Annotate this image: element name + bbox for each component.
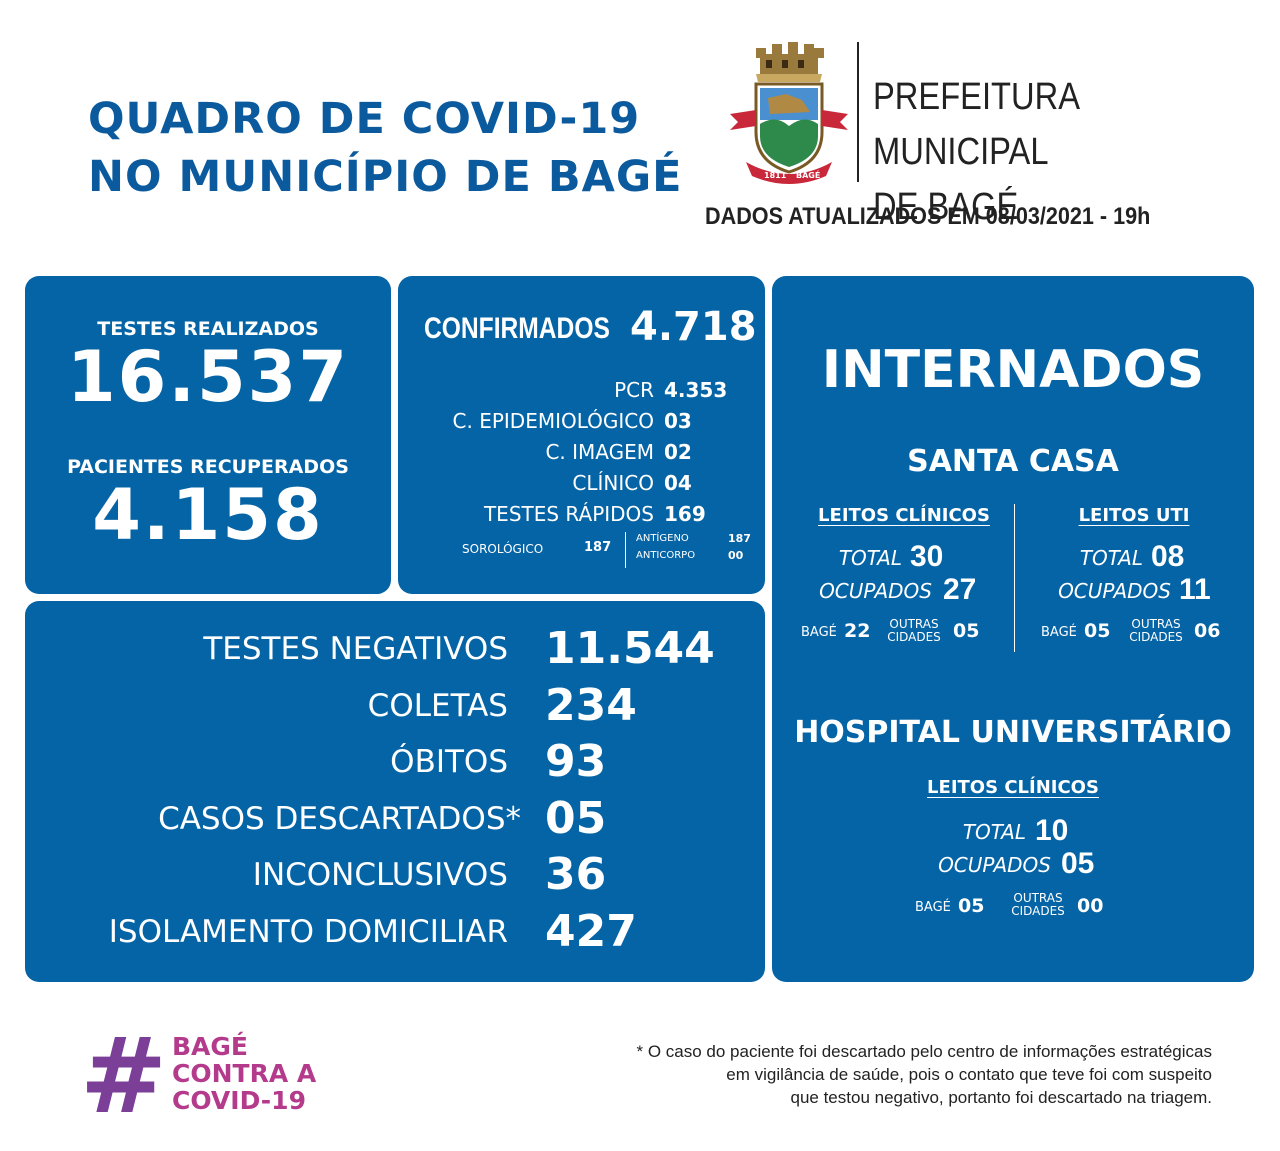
- stat-label: TESTES NEGATIVOS: [203, 631, 508, 667]
- anticorpo-value: 00: [728, 549, 744, 562]
- recovered-label: PACIENTES RECUPERADOS: [67, 456, 349, 478]
- outras-label-line2: CIDADES: [1129, 630, 1183, 644]
- title-line-2: NO MUNICÍPIO DE BAGÉ: [88, 152, 683, 202]
- hu-clinicos-title: LEITOS CLÍNICOS: [927, 777, 1099, 798]
- hu-clinicos-total-value: 10: [1035, 814, 1069, 847]
- epidemiologico-value: 03: [664, 409, 692, 433]
- stat-value: 93: [545, 736, 607, 787]
- header-divider: [857, 42, 859, 182]
- santa-casa-column-divider: [1014, 504, 1015, 652]
- hu-clinicos-bage-value: 05: [958, 895, 985, 917]
- tests-label: TESTES REALIZADOS: [97, 318, 319, 340]
- outras-label-line1: OUTRAS: [889, 617, 939, 631]
- testes-rapidos-label: TESTES RÁPIDOS: [483, 502, 654, 526]
- santa-casa-uti-bage-value: 05: [1084, 620, 1111, 642]
- stat-label: COLETAS: [367, 688, 508, 724]
- hu-clinicos-total-label: TOTAL: [962, 820, 1026, 844]
- stat-label: ÓBITOS: [390, 744, 508, 780]
- santa-casa-uti-total-value: 08: [1151, 540, 1185, 573]
- sorologico-label: SOROLÓGICO: [462, 542, 544, 556]
- confirmed-card: CONFIRMADOS 4.718 PCR 4.353 C. EPIDEMIOL…: [398, 276, 765, 594]
- pcr-value: 4.353: [664, 378, 728, 402]
- santa-casa-uti-outras-value: 06: [1194, 620, 1221, 642]
- santa-casa-clinicos-total-label: TOTAL: [838, 546, 902, 570]
- santa-casa-clinicos-ocupados-value: 27: [943, 573, 977, 606]
- hashtag-line-2: CONTRA A: [172, 1059, 317, 1088]
- page-title: QUADRO DE COVID-19 NO MUNICÍPIO DE BAGÉ: [88, 90, 683, 206]
- santa-casa-clinicos-total-value: 30: [910, 540, 944, 573]
- pcr-label: PCR: [614, 378, 654, 402]
- hu-clinicos-ocupados-label: OCUPADOS: [938, 853, 1051, 877]
- org-line-2: DE BAGÉ: [873, 186, 1019, 228]
- stat-value: 427: [545, 906, 637, 957]
- hashtag-symbol: #: [80, 1028, 167, 1118]
- santa-casa-clinicos-bage-label: BAGÉ: [801, 625, 837, 640]
- sorologico-value: 187: [584, 540, 612, 555]
- santa-casa-uti-ocupados-value: 11: [1179, 573, 1211, 606]
- sorologico-divider: [625, 532, 626, 568]
- title-line-1: QUADRO DE COVID-19: [88, 94, 641, 144]
- clinico-label: CLÍNICO: [572, 471, 654, 495]
- anticorpo-label: ANTICORPO: [636, 550, 696, 561]
- santa-casa-title: SANTA CASA: [907, 444, 1119, 479]
- footnote: * O caso do paciente foi descartado pelo…: [636, 1040, 1212, 1109]
- hu-clinicos-bage-label: BAGÉ: [915, 900, 951, 915]
- santa-casa-uti-ocupados-label: OCUPADOS: [1058, 579, 1171, 603]
- hu-title: HOSPITAL UNIVERSITÁRIO: [794, 715, 1232, 750]
- footnote-line-3: que testou negativo, portanto foi descar…: [790, 1088, 1213, 1107]
- recovered-value: 4.158: [92, 474, 324, 556]
- hu-clinicos-outras-value: 00: [1077, 895, 1104, 917]
- clinico-value: 04: [664, 471, 692, 495]
- santa-casa-clinicos-outras-value: 05: [953, 620, 980, 642]
- outras-label-line1: OUTRAS: [1013, 891, 1063, 905]
- hashtag-campaign-logo: # BAGÉ CONTRA A COVID-19: [80, 1028, 317, 1118]
- testes-rapidos-value: 169: [664, 502, 706, 526]
- stat-label: CASOS DESCARTADOS*: [158, 801, 521, 837]
- municipal-crest-logo: 1811 BAGÉ: [730, 42, 848, 184]
- santa-casa-clinicos-bage-value: 22: [844, 620, 871, 642]
- santa-casa-uti-outras-label: OUTRAS CIDADES: [1122, 618, 1190, 644]
- stat-value: 11.544: [545, 623, 715, 674]
- footnote-line-1: * O caso do paciente foi descartado pelo…: [636, 1042, 1212, 1061]
- stat-value: 05: [545, 793, 607, 844]
- hu-clinicos-ocupados-value: 05: [1061, 847, 1095, 880]
- imagem-value: 02: [664, 440, 692, 464]
- hashtag-line-3: COVID-19: [172, 1086, 306, 1115]
- stat-label: ISOLAMENTO DOMICILIAR: [108, 914, 508, 950]
- santa-casa-clinicos-ocupados-label: OCUPADOS: [819, 579, 932, 603]
- svg-text:BAGÉ: BAGÉ: [796, 169, 820, 180]
- confirmed-value: 4.718: [630, 304, 757, 350]
- santa-casa-clinicos-outras-label: OUTRAS CIDADES: [880, 618, 948, 644]
- santa-casa-uti-bage-label: BAGÉ: [1041, 625, 1077, 640]
- footnote-line-2: em vigilância de saúde, pois o contato q…: [726, 1065, 1212, 1084]
- internados-title: INTERNADOS: [821, 340, 1205, 400]
- stat-value: 234: [545, 680, 637, 731]
- update-timestamp: DADOS ATUALIZADOS EM 08/03/2021 - 19h: [705, 203, 1151, 230]
- outras-label-line2: CIDADES: [887, 630, 941, 644]
- summary-card: TESTES REALIZADOS 16.537 PACIENTES RECUP…: [25, 276, 391, 594]
- org-line-1: PREFEITURA MUNICIPAL: [873, 76, 1079, 173]
- stat-label: INCONCLUSIVOS: [252, 857, 508, 893]
- hashtag-line-1: BAGÉ: [172, 1032, 248, 1061]
- outras-label-line2: CIDADES: [1011, 904, 1065, 918]
- stats-card: TESTES NEGATIVOS 11.544 COLETAS 234 ÓBIT…: [25, 601, 765, 982]
- outras-label-line1: OUTRAS: [1131, 617, 1181, 631]
- antigeno-value: 187: [728, 532, 751, 545]
- hu-clinicos-outras-label: OUTRAS CIDADES: [1004, 892, 1072, 918]
- tests-value: 16.537: [66, 336, 350, 418]
- santa-casa-uti-total-label: TOTAL: [1079, 546, 1143, 570]
- stat-value: 36: [545, 849, 607, 900]
- imagem-label: C. IMAGEM: [545, 440, 654, 464]
- internados-card: INTERNADOS SANTA CASA LEITOS CLÍNICOS TO…: [772, 276, 1254, 982]
- epidemiologico-label: C. EPIDEMIOLÓGICO: [452, 409, 654, 433]
- santa-casa-uti-title: LEITOS UTI: [1078, 505, 1190, 526]
- confirmed-label: CONFIRMADOS: [424, 312, 610, 345]
- santa-casa-clinicos-title: LEITOS CLÍNICOS: [818, 505, 990, 526]
- svg-text:1811: 1811: [764, 171, 787, 180]
- organization-name: PREFEITURA MUNICIPAL DE BAGÉ: [873, 70, 1223, 235]
- antigeno-label: ANTÍGENO: [636, 533, 689, 544]
